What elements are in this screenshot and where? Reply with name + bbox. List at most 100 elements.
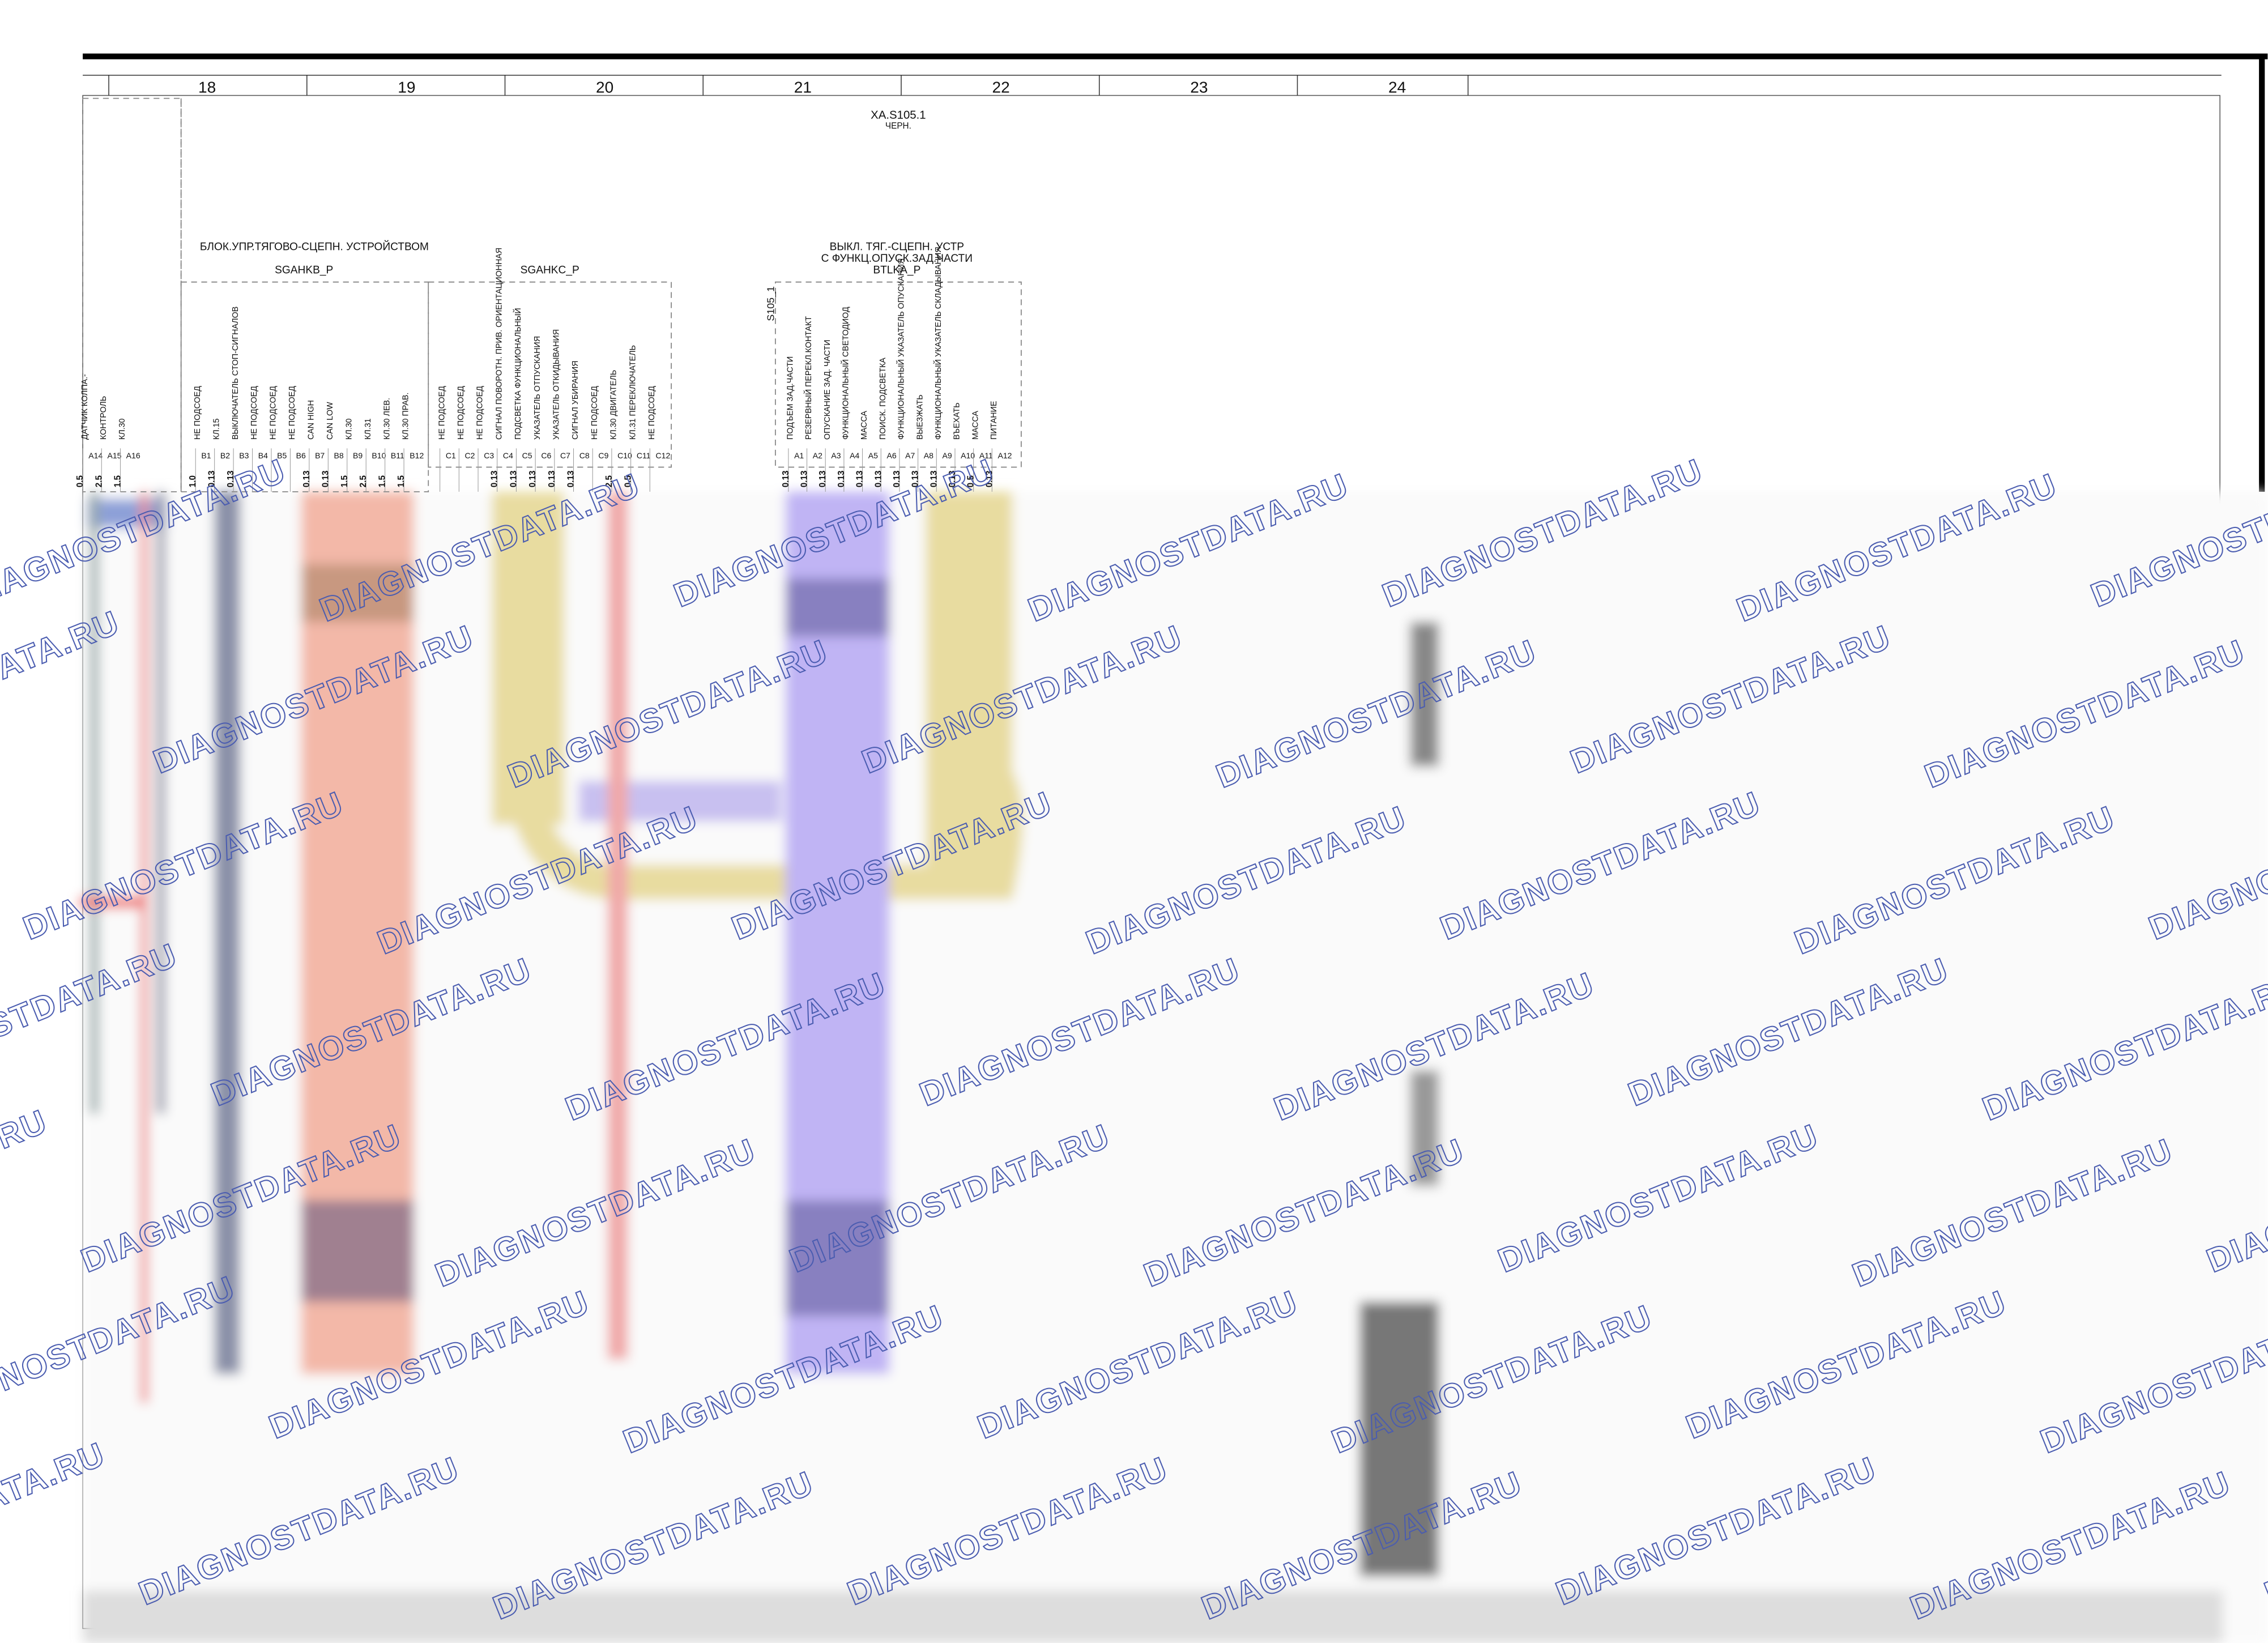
pin-id: B6: [296, 451, 306, 460]
pin-label: СИГНАЛ ПОВОРОТН. ПРИВ. ОРИЕНТАЦИОННАЯ: [494, 248, 504, 440]
pin-id: A7: [905, 451, 915, 460]
pin-label: НЕ ПОДСОЕД: [590, 386, 599, 440]
pin-id: C9: [598, 451, 608, 460]
pin-label: КОНТРОЛЬ: [99, 396, 108, 440]
wire-gauge: 0.13: [984, 471, 994, 488]
column-number: 23: [1190, 78, 1208, 96]
pin-label: НЕ ПОДСОЕД: [457, 386, 466, 440]
pin-label: КЛ.31: [364, 418, 373, 440]
pin-id: B1: [201, 451, 211, 460]
pin-label: CAN LOW: [326, 402, 335, 440]
pin-label: РЕЗЕРВНЫЙ ПЕРЕКЛ.КОНТАКТ: [803, 316, 813, 440]
connector-name: BTLKA_P: [873, 264, 920, 276]
pin-id: B12: [410, 451, 424, 460]
pin-id: B11: [391, 451, 404, 460]
pin-id: A8: [924, 451, 933, 460]
column-number: 19: [398, 78, 415, 96]
component-box: [775, 281, 1022, 468]
pin-id: A10: [961, 451, 975, 460]
pin-id: C8: [579, 451, 590, 460]
pin-label: ПОДЪЕМ ЗАД.ЧАСТИ: [786, 356, 795, 440]
wire-gauge: 0.13: [948, 471, 957, 488]
pin-label: ДАТЧИК КОЛПА.-: [80, 374, 89, 440]
pin-label: CAN HIGH: [307, 400, 316, 440]
pin-label: НЕ ПОДСОЕД: [437, 386, 446, 440]
wire-gauge: 2.5: [604, 475, 614, 488]
pin-id: C4: [503, 451, 513, 460]
switch-title: С ФУНКЦ.ОПУСК.ЗАД.ЧАСТИ: [821, 253, 973, 265]
pin-id: C2: [465, 451, 475, 460]
wire-gauge: 1.5: [113, 475, 122, 488]
wire-gauge: 0.13: [490, 471, 500, 488]
connector-name: SGAHKC_P: [521, 264, 579, 276]
pin-label: КЛ.30 ДВИГАТЕЛЬ: [609, 370, 619, 440]
pin-label: УКАЗАТЕЛЬ ОТКИДЫВАНИЯ: [552, 329, 561, 440]
pin-label: ВЫЕЗЖАТЬ: [915, 394, 924, 440]
pin-label: КЛ.30 ПРАВ.: [402, 393, 411, 440]
pin-label: ОПУСКАНИЕ ЗАД. ЧАСТИ: [823, 340, 832, 440]
column-number: 22: [992, 78, 1010, 96]
pin-label: ФУНКЦИОНАЛЬНЫЙ УКАЗАТЕЛЬ ОПУСКАНИЯ: [896, 258, 906, 440]
pin-id: B2: [220, 451, 230, 460]
wire-gauge: 1.5: [340, 475, 349, 488]
wire-gauge: 0.5: [75, 475, 85, 488]
pin-id: A15: [108, 451, 122, 460]
wire-gauge: 0.13: [911, 471, 920, 488]
wire-gauge: 0.13: [207, 471, 217, 488]
wire-gauge: 0.5: [966, 475, 976, 488]
pin-id: A6: [886, 451, 896, 460]
wire-gauge: 0.13: [855, 471, 865, 488]
pin-label: ФУНКЦИОНАЛЬНЫЙ УКАЗАТЕЛЬ СКЛАДЫВАНИЯ: [933, 247, 943, 440]
pin-id: A11: [979, 451, 993, 460]
wire-gauge: 1.0: [188, 475, 198, 487]
wire-gauge: 0.13: [892, 471, 902, 488]
component-box: [428, 281, 672, 468]
pin-label: НЕ ПОДСОЕД: [647, 386, 656, 440]
switch-title: ВЫКЛ. ТЯГ.-СЦЕПН. УСТР: [830, 241, 964, 253]
wire-gauge: 0.13: [509, 471, 518, 488]
wire-gauge: 0.13: [781, 471, 791, 488]
pin-label: ПИТАНИЕ: [990, 401, 999, 440]
pin-label: ПОДСВЕТКА ФУНКЦИОНАЛЬНЫЙ: [513, 308, 523, 440]
pin-id: C5: [522, 451, 532, 460]
pin-id: C6: [541, 451, 551, 460]
connector-color: ЧЕРН.: [885, 121, 911, 131]
column-number: 20: [596, 78, 613, 96]
pin-id: C3: [484, 451, 494, 460]
pin-id: A9: [942, 451, 952, 460]
pin-label: КЛ.15: [212, 418, 221, 440]
wires-blurred: [79, 491, 2268, 1643]
wire-gauge: 0.13: [321, 471, 330, 488]
pin-id: B7: [315, 451, 325, 460]
wire-gauge: 0.5: [624, 475, 633, 488]
pin-label: СИГНАЛ УБИРАНИЯ: [571, 361, 580, 440]
wire-gauge: 0.13: [528, 471, 538, 488]
pin-id: C1: [446, 451, 456, 460]
pin-label: НЕ ПОДСОЕД: [269, 386, 278, 440]
unit-title: БЛОК.УПР.ТЯГОВО-СЦЕПН. УСТРОЙСТВОМ: [200, 241, 429, 253]
pin-label: УКАЗАТЕЛЬ ОТПУСКАНИЯ: [533, 336, 542, 440]
pin-label: КЛ.30: [118, 418, 127, 440]
pin-id: C11: [637, 451, 651, 460]
pin-label: НЕ ПОДСОЕД: [193, 386, 202, 440]
component-ref: S105_1: [765, 286, 777, 321]
pin-id: A3: [831, 451, 841, 460]
component-box: [82, 97, 182, 492]
column-number: 21: [794, 78, 812, 96]
pin-label: ВЫКЛЮЧАТЕЛЬ СТОП-СИГНАЛОВ: [231, 307, 240, 440]
pin-label: ВЪЕХАТЬ: [953, 402, 962, 440]
wire-gauge: 1.5: [397, 475, 406, 488]
pin-id: A1: [794, 451, 804, 460]
pin-id: B5: [277, 451, 287, 460]
pin-label: МАССА: [971, 411, 980, 440]
pin-id: A4: [850, 451, 859, 460]
wire-gauge: 2.5: [94, 475, 104, 488]
wire-gauge: 0.13: [800, 471, 809, 488]
pin-label: КЛ.31 ПЕРЕКЛЮЧАТЕЛЬ: [628, 345, 637, 440]
pin-id: A16: [126, 451, 140, 460]
connector-name: SGAHKB_P: [275, 264, 333, 276]
pin-id: A5: [868, 451, 878, 460]
pin-id: A14: [88, 451, 103, 460]
component-box: [180, 281, 429, 492]
wire-gauge: 0.13: [302, 471, 312, 488]
